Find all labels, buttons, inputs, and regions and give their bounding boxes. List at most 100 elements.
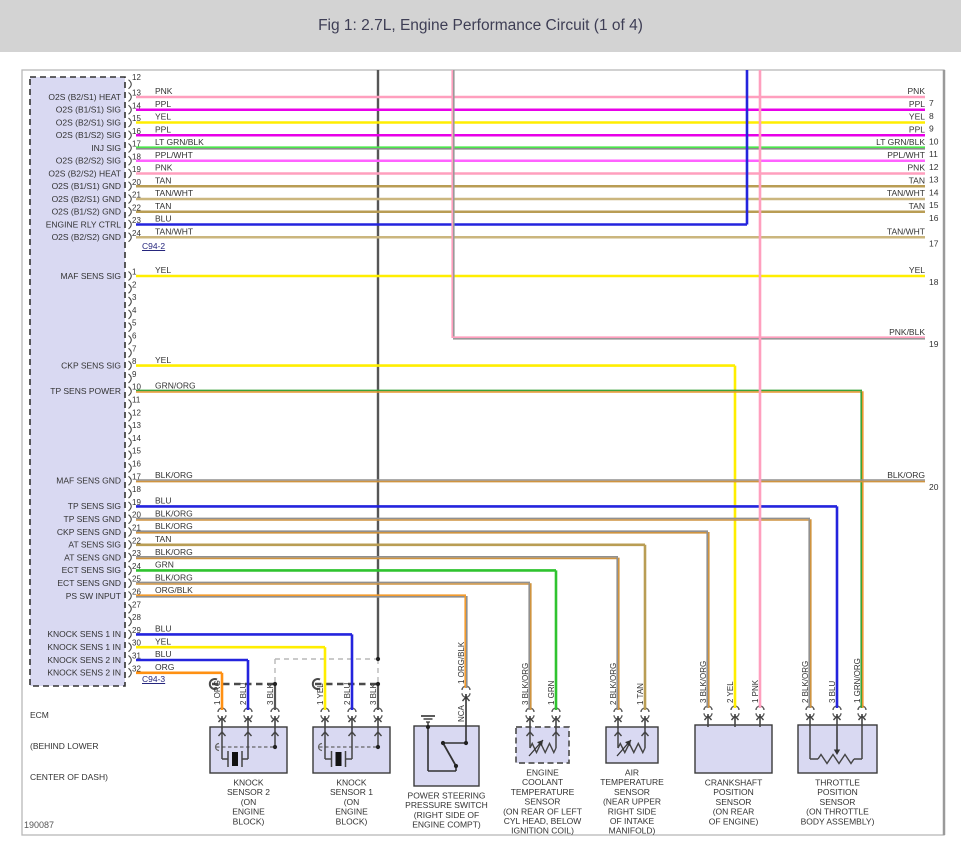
ecm-pin-number: 11 [132,396,141,405]
component-label-knock2: BLOCK) [233,816,265,826]
component-label-ect: SENSOR [525,797,561,807]
arrow-icon [613,730,623,737]
pin-bracket-icon [128,335,132,345]
signal-label: TP SENS SIG [68,501,121,511]
component-pin-label: 1 PNK [751,679,760,703]
wire-color-label: ORG [155,662,174,672]
arrow-icon [625,740,631,747]
wire-color-label: TAN [909,201,925,211]
component-label-knock2: SENSOR 2 [227,787,270,797]
component-label-crank: OF ENGINE) [709,816,759,826]
arrow-icon [243,730,253,737]
component-label-knock1: (ON [344,797,360,807]
pin-bracket-icon [128,347,132,358]
component-label-knock2: KNOCK [233,778,264,788]
ecm-pin-number: 13 [132,89,141,98]
wire-color-label: PNK [155,86,173,96]
component-label-ps: POWER STEERING [408,791,486,801]
ecm-pin-number: 29 [132,626,141,635]
pin-bracket-icon [128,488,132,499]
pin-bracket-icon [128,463,132,473]
component-pin-label: 2 BLK/ORG [609,663,618,705]
terminal-cup-icon [373,707,383,713]
ecm-pin-number: 28 [132,613,141,622]
arrow-icon [551,730,561,737]
pin-bracket-icon [128,527,132,537]
exit-pin-number: 19 [929,339,939,349]
junction-dot [375,744,381,750]
wire-color-label: PPL/WHT [155,150,193,160]
arrow-icon [347,730,357,737]
wire-color-label: BLU [155,624,172,634]
pin-bracket-icon [128,309,132,320]
exit-pin-number: 11 [929,149,938,159]
exit-pin-number: 16 [929,213,939,223]
ecm-pin-number: 14 [132,101,141,110]
pin-bracket-icon [128,373,132,384]
signal-label: O2S (B2/S1) GND [52,194,121,204]
exit-pin-number: 15 [929,200,939,210]
signal-label: O2S (B2/S1) HEAT [48,92,121,102]
ecm-pin-number: 21 [132,524,141,533]
wire-color-label: YEL [155,636,171,646]
signal-label: CKP SENS SIG [61,360,121,370]
pin-bracket-icon [128,143,132,153]
ecm-pin-number: 12 [132,73,141,82]
wire-color-label: TAN/WHT [887,188,925,198]
signal-label: AT SENS GND [64,552,121,562]
wire-color-label: BLK/ORG [155,508,193,518]
wire-color-label: PNK/BLK [889,327,925,337]
component-pin-label: 1 GRN/ORG [853,658,862,703]
pin-bracket-icon [128,629,132,640]
ecm-pin-number: 6 [132,332,137,341]
exit-pin-number: 13 [929,175,939,185]
pin-bracket-icon [128,475,132,486]
ecm-pin-number: 9 [132,370,137,379]
wire-color-label: BLU [155,496,172,506]
wire-color-label: TAN [155,175,171,185]
wire-color-label: TAN [909,175,925,185]
pin-bracket-icon [128,104,132,115]
component-pin-label: 1 GRN [547,680,556,705]
resistor-icon [529,741,557,755]
arrow-icon [537,740,543,747]
component-pin-label: 1 ORG [213,680,222,705]
wire-color-label: BLU [155,649,172,659]
nca-tag-label: NCA [457,704,466,722]
ecm-pin-number: 27 [132,600,141,609]
ecm-pin-number: 24 [132,562,141,571]
arrow-icon [270,730,280,737]
wire-color-label: BLK/ORG [155,470,193,480]
ecm-pin-number: 8 [132,357,137,366]
pin-bracket-icon [128,603,132,614]
ecm-pin-number: 20 [132,511,141,520]
arrow-icon [525,730,535,737]
ecm-pin-number: 32 [132,664,141,673]
wire-color-label: TAN/WHT [887,226,925,236]
piezo-element-icon [232,752,238,766]
pin-bracket-icon [128,667,132,678]
signal-label: INJ SIG [91,143,121,153]
wire-color-label: LT GRN/BLK [876,137,925,147]
signal-label: KNOCK SENS 1 IN [47,629,121,639]
wire-color-label: BLK/ORG [155,521,193,531]
pin-bracket-icon [128,232,132,243]
component-label-ect: IGNITION COIL) [511,826,574,836]
component-box-crank [694,724,773,774]
pin-bracket-icon [128,79,132,90]
component-pin-label: 2 BLU [343,683,352,705]
ecm-pin-number: 2 [132,280,137,289]
piezo-element-icon [335,752,342,766]
component-pin-label: 3 BLK [369,683,378,705]
wire-color-label: YEL [155,112,171,122]
pin-bracket-icon [128,386,132,397]
arrow-icon [833,749,841,755]
ecm-pin-number: 25 [132,575,141,584]
component-pin-label: 3 BLK/ORG [521,663,530,705]
component-label-at: RIGHT SIDE [608,806,657,816]
exit-pin-number: 7 [929,98,934,108]
ecm-pin-number: 16 [132,127,141,136]
component-label-knock1: ENGINE [335,807,368,817]
component-label-crank: (ON REAR [713,807,755,817]
